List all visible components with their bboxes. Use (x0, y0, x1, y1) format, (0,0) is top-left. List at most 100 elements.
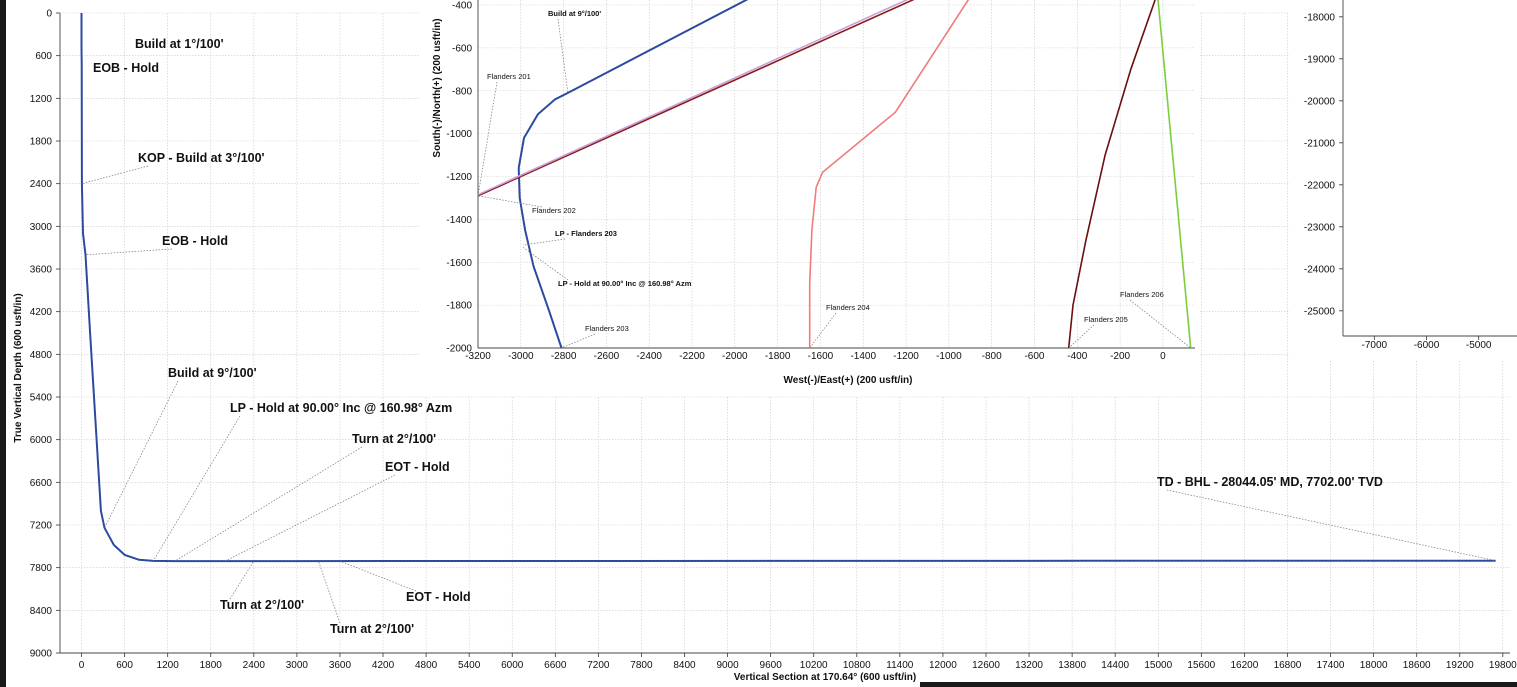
vs-y-tick-label: 3600 (30, 265, 53, 276)
vs-x-tick-label: 13200 (1015, 660, 1043, 671)
plan-axes (477, 0, 1195, 349)
vs-x-tick-label: 19200 (1446, 660, 1474, 671)
plan-series-line (517, 0, 749, 348)
right-inset-y-tick-label: -20000 (1304, 96, 1336, 107)
vs-annotation-label: EOB - Hold (162, 234, 228, 248)
vs-annotations: Build at 1°/100' EOB - Hold KOP - Build at… (81, 37, 1496, 636)
vs-x-tick-label: 1800 (200, 660, 223, 671)
vs-x-tick-label: 2400 (243, 660, 266, 671)
vs-y-tick-label: 600 (35, 51, 52, 62)
vs-y-tick-label: 6000 (30, 435, 53, 446)
plan-annotation-leader (477, 195, 543, 208)
vs-y-axis-label: True Vertical Depth (600 usft/in) (13, 293, 24, 442)
vs-x-tick-label: 12600 (972, 660, 1000, 671)
vs-annotation-leader (174, 446, 363, 562)
vs-x-tick-label: 5400 (458, 660, 481, 671)
plan-y-tick-label: -2000 (446, 344, 472, 355)
plan-x-tick-label: -2400 (636, 351, 662, 362)
vs-y-tick-label: 7200 (30, 521, 53, 532)
plan-x-tick-label: -3000 (508, 351, 534, 362)
vs-annotation-label: Turn at 2°/100' (220, 598, 304, 612)
vs-x-tick-label: 10200 (800, 660, 828, 671)
vs-y-tick-label: 4800 (30, 350, 53, 361)
vs-x-tick-label: 7200 (587, 660, 610, 671)
vs-annotation-label: LP - Hold at 90.00° Inc @ 160.98° Azm (230, 401, 452, 415)
plan-series-line (478, 0, 909, 196)
plan-x-tick-label: -600 (1024, 351, 1044, 362)
vs-x-tick-label: 18000 (1360, 660, 1388, 671)
vs-x-tick-label: 19800 (1489, 660, 1517, 671)
plan-series-line (478, 0, 915, 197)
vs-x-tick-label: 9600 (760, 660, 783, 671)
plan-y-tick-label: -1400 (446, 215, 472, 226)
plan-annotation-leader (477, 81, 498, 196)
right-inset-y-tick-label: -24000 (1304, 264, 1336, 275)
right-inset-y-tick-label: -23000 (1304, 222, 1336, 233)
vs-y-tick-label: 3000 (30, 222, 53, 233)
plan-annotation-label: Flanders 204 (826, 303, 870, 312)
plan-x-tick-label: -1400 (850, 351, 876, 362)
right-inset-y-tick-label: -21000 (1304, 138, 1336, 149)
right-inset-y-tick-label: -19000 (1304, 54, 1336, 65)
plan-annotation-label: LP - Flanders 203 (555, 229, 617, 238)
vs-x-tick-label: 6600 (544, 660, 567, 671)
vs-y-tick-label: 1200 (30, 94, 53, 105)
vs-x-tick-label: 0 (79, 660, 85, 671)
vs-tick-labels: 0 600 1200 1800 2400 3000 3600 4200 4800 5400 6000… (30, 9, 1517, 672)
vs-x-tick-label: 7800 (630, 660, 653, 671)
vs-annotation-leader (85, 248, 173, 256)
plan-annotation-leader (561, 333, 596, 349)
plan-y-tick-label: -400 (452, 1, 472, 12)
plan-x-axis-label: West(-)/East(+) (200 usft/in) (784, 375, 913, 386)
vs-y-tick-label: 6600 (30, 478, 53, 489)
vs-well-path (80, 13, 1496, 563)
vs-x-tick-label: 9000 (716, 660, 739, 671)
vs-y-tick-label: 9000 (30, 649, 53, 660)
vs-x-tick-label: 15600 (1187, 660, 1215, 671)
plan-annotation-label: Flanders 201 (487, 72, 531, 81)
vs-x-tick-label: 4200 (372, 660, 395, 671)
vs-x-tick-label: 4800 (415, 660, 438, 671)
plan-y-tick-label: -1800 (446, 301, 472, 312)
vs-annotation-leader (318, 560, 341, 624)
right-inset-y-tick-label: -18000 (1304, 12, 1336, 23)
vs-x-axis-label: Vertical Section at 170.64° (600 usft/in… (734, 672, 916, 683)
vs-x-tick-label: 6000 (501, 660, 524, 671)
vs-well-path-line (80, 13, 1496, 563)
vs-annotation-leader (229, 560, 255, 600)
vs-annotation-label: EOB - Hold (93, 61, 159, 75)
plan-y-tick-label: -1000 (446, 129, 472, 140)
vs-x-tick-label: 3000 (286, 660, 309, 671)
plan-x-tick-label: -1800 (765, 351, 791, 362)
vs-x-tick-label: 16200 (1230, 660, 1258, 671)
plan-series-line (808, 0, 970, 348)
plan-x-tick-label: -1200 (893, 351, 919, 362)
plan-x-tick-label: -2800 (551, 351, 577, 362)
bottom-border-strip (920, 682, 1517, 687)
plan-annotation-label: LP - Hold at 90.00° Inc @ 160.98° Azm (558, 279, 692, 288)
vs-y-tick-label: 5400 (30, 393, 53, 404)
plan-y-tick-label: -1600 (446, 258, 472, 269)
plan-annotations: Build at 9°/100' Flanders 201 Flanders 202… (477, 9, 1191, 349)
plan-x-tick-label: 0 (1160, 351, 1166, 362)
vs-annotation-label: EOT - Hold (385, 460, 450, 474)
plan-well-paths (478, 0, 1192, 348)
plan-view-chart: -3200 -3000 -2800 -2600 -2400 -2200 -2000 -1800… (420, 0, 1200, 396)
vs-x-tick-label: 3600 (329, 660, 352, 671)
vs-x-tick-label: 17400 (1317, 660, 1345, 671)
vs-y-tick-label: 0 (46, 9, 52, 20)
vs-annotation-label: EOT - Hold (406, 590, 471, 604)
vs-annotation-label: Turn at 2°/100' (352, 432, 436, 446)
right-inset-x-tick-label: -6000 (1414, 340, 1440, 351)
plan-annotation-leader (557, 18, 569, 93)
plan-x-tick-label: -200 (1110, 351, 1130, 362)
vs-annotation-leader (1166, 489, 1496, 562)
plan-annotation-leader (1068, 324, 1095, 349)
plan-series-line (1157, 0, 1192, 348)
vs-annotation-leader (339, 560, 417, 592)
vs-x-tick-label: 8400 (673, 660, 696, 671)
vs-annotation-leader (153, 415, 241, 562)
vs-x-tick-label: 13800 (1058, 660, 1086, 671)
plan-x-tick-label: -1000 (936, 351, 962, 362)
